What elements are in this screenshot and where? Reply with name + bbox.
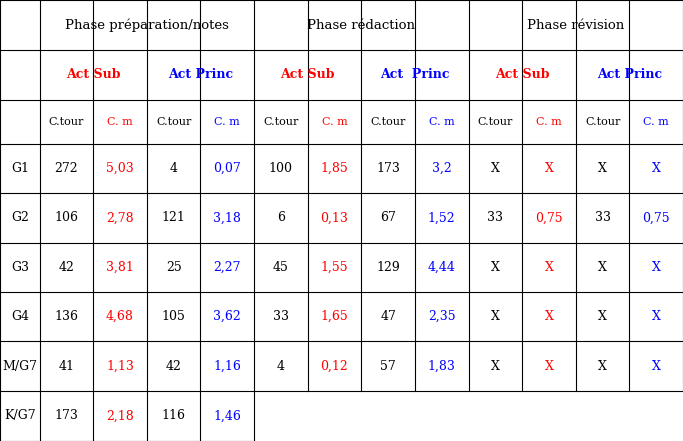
Text: 121: 121 xyxy=(162,211,186,224)
Text: X: X xyxy=(652,261,660,274)
Text: X: X xyxy=(491,310,500,323)
Text: C.tour: C.tour xyxy=(263,117,298,127)
Text: 173: 173 xyxy=(55,409,79,422)
Text: C. m: C. m xyxy=(107,117,133,127)
Text: X: X xyxy=(598,162,607,175)
Text: Act Sub: Act Sub xyxy=(66,68,120,82)
Text: 1,52: 1,52 xyxy=(428,211,456,224)
Text: C. m: C. m xyxy=(429,117,455,127)
Text: G3: G3 xyxy=(11,261,29,274)
Text: 1,83: 1,83 xyxy=(428,359,456,373)
Text: Act Princ: Act Princ xyxy=(597,68,662,82)
Text: 2,27: 2,27 xyxy=(214,261,241,274)
Text: C. m: C. m xyxy=(214,117,240,127)
Text: 100: 100 xyxy=(269,162,293,175)
Text: 0,75: 0,75 xyxy=(535,211,563,224)
Text: 105: 105 xyxy=(162,310,186,323)
Text: 41: 41 xyxy=(59,359,74,373)
Text: Act  Princ: Act Princ xyxy=(380,68,449,82)
Text: 116: 116 xyxy=(162,409,186,422)
Text: C.tour: C.tour xyxy=(585,117,620,127)
Text: 3,62: 3,62 xyxy=(213,310,241,323)
Text: 5,03: 5,03 xyxy=(106,162,134,175)
Text: X: X xyxy=(544,162,553,175)
Text: Act Sub: Act Sub xyxy=(281,68,335,82)
Text: 0,13: 0,13 xyxy=(320,211,348,224)
Text: 136: 136 xyxy=(55,310,79,323)
Text: 1,55: 1,55 xyxy=(321,261,348,274)
Text: 25: 25 xyxy=(166,261,182,274)
Text: C.tour: C.tour xyxy=(477,117,513,127)
Text: 45: 45 xyxy=(273,261,289,274)
Text: 2,78: 2,78 xyxy=(107,211,134,224)
Text: X: X xyxy=(491,359,500,373)
Text: X: X xyxy=(544,310,553,323)
Text: C. m: C. m xyxy=(643,117,669,127)
Text: X: X xyxy=(652,310,660,323)
Text: 47: 47 xyxy=(380,310,396,323)
Text: 33: 33 xyxy=(273,310,289,323)
Text: 1,65: 1,65 xyxy=(320,310,348,323)
Text: 0,12: 0,12 xyxy=(320,359,348,373)
Text: 1,13: 1,13 xyxy=(106,359,134,373)
Text: X: X xyxy=(652,162,660,175)
Text: G1: G1 xyxy=(11,162,29,175)
Text: X: X xyxy=(544,261,553,274)
Text: 0,07: 0,07 xyxy=(213,162,241,175)
Text: X: X xyxy=(652,359,660,373)
Text: X: X xyxy=(544,359,553,373)
Text: G4: G4 xyxy=(11,310,29,323)
Text: 3,18: 3,18 xyxy=(213,211,241,224)
Text: 129: 129 xyxy=(376,261,400,274)
Text: 33: 33 xyxy=(488,211,503,224)
Text: 42: 42 xyxy=(59,261,74,274)
Text: X: X xyxy=(491,261,500,274)
Text: 4,44: 4,44 xyxy=(428,261,456,274)
Text: 4,68: 4,68 xyxy=(106,310,134,323)
Text: 2,18: 2,18 xyxy=(106,409,134,422)
Text: 6: 6 xyxy=(277,211,285,224)
Text: C.tour: C.tour xyxy=(48,117,84,127)
Text: Act Princ: Act Princ xyxy=(168,68,233,82)
Text: X: X xyxy=(598,261,607,274)
Text: 1,85: 1,85 xyxy=(320,162,348,175)
Text: 42: 42 xyxy=(166,359,182,373)
Text: 57: 57 xyxy=(380,359,396,373)
Text: 2,35: 2,35 xyxy=(428,310,456,323)
Text: 33: 33 xyxy=(595,211,611,224)
Text: 272: 272 xyxy=(55,162,79,175)
Text: 3,81: 3,81 xyxy=(106,261,134,274)
Text: M/G7: M/G7 xyxy=(2,359,38,373)
Text: 67: 67 xyxy=(380,211,396,224)
Text: Phase rédaction: Phase rédaction xyxy=(307,19,415,32)
Text: 3,2: 3,2 xyxy=(432,162,451,175)
Text: X: X xyxy=(598,310,607,323)
Text: 1,16: 1,16 xyxy=(213,359,241,373)
Text: X: X xyxy=(491,162,500,175)
Text: 4: 4 xyxy=(169,162,178,175)
Text: Phase préparation/notes: Phase préparation/notes xyxy=(65,19,229,32)
Text: C.tour: C.tour xyxy=(156,117,191,127)
Text: 106: 106 xyxy=(55,211,79,224)
Text: G2: G2 xyxy=(11,211,29,224)
Text: C. m: C. m xyxy=(322,117,348,127)
Text: X: X xyxy=(598,359,607,373)
Text: C.tour: C.tour xyxy=(370,117,406,127)
Text: Phase révision: Phase révision xyxy=(527,19,624,32)
Text: 1,46: 1,46 xyxy=(213,409,241,422)
Text: 0,75: 0,75 xyxy=(643,211,670,224)
Text: K/G7: K/G7 xyxy=(4,409,36,422)
Text: 173: 173 xyxy=(376,162,400,175)
Text: 4: 4 xyxy=(277,359,285,373)
Text: C. m: C. m xyxy=(536,117,562,127)
Text: Act Sub: Act Sub xyxy=(495,68,549,82)
